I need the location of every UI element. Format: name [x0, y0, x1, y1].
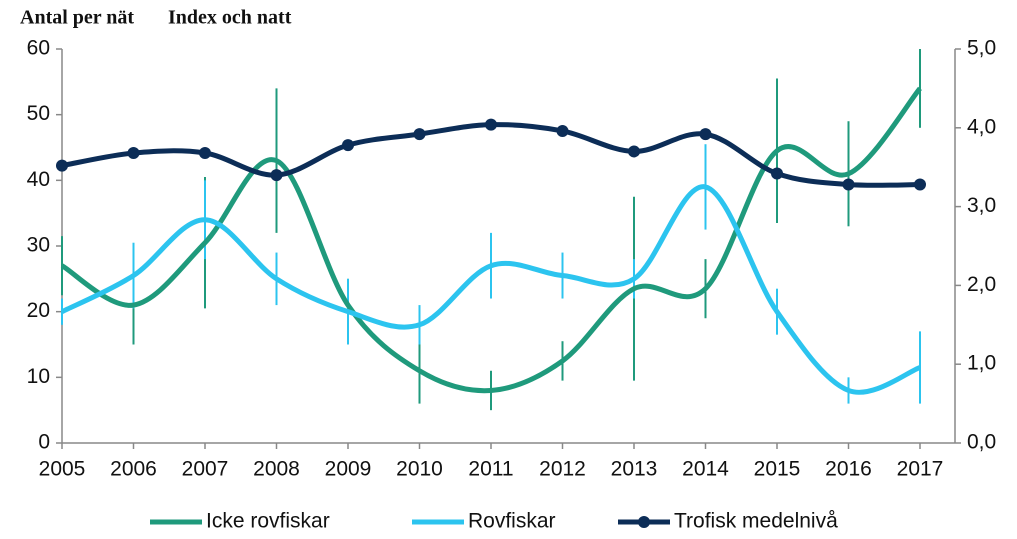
y2-tick-label: 4,0: [967, 115, 996, 138]
x-tick-label: 2013: [611, 458, 658, 481]
point: [485, 118, 497, 131]
y2-tick-label: 0,0: [967, 431, 996, 454]
x-tick-label: 2012: [539, 458, 586, 481]
series-line: [60, 86, 922, 394]
y2-axis-title: Index och natt: [168, 7, 292, 29]
y2-tick-label: 5,0: [967, 37, 996, 60]
point: [127, 147, 140, 160]
y2-tick-label: 3,0: [967, 194, 996, 217]
point: [413, 128, 426, 141]
legend-label: Rovfiskar: [468, 510, 556, 533]
x-tick-label: 2017: [897, 458, 944, 481]
legend-label: Icke rovfiskar: [206, 510, 330, 533]
series-line: [60, 184, 921, 395]
point: [270, 169, 283, 182]
point: [342, 139, 354, 152]
x-tick-label: 2014: [682, 458, 729, 481]
point: [699, 128, 712, 141]
point: [556, 124, 569, 137]
x-tick-label: 2015: [754, 458, 801, 481]
y-tick-label: 10: [27, 365, 50, 388]
point: [628, 145, 640, 158]
y-tick-label: 30: [27, 234, 50, 257]
y2-tick-label: 2,0: [967, 273, 996, 296]
x-tick-label: 2008: [253, 458, 300, 481]
y-tick-label: 0: [38, 431, 50, 454]
x-tick-label: 2009: [325, 458, 372, 481]
x-tick-label: 2007: [182, 458, 229, 481]
y-tick-label: 20: [27, 299, 50, 322]
point: [199, 147, 211, 160]
point: [771, 167, 783, 180]
y-axis-title: Antal per nät: [20, 7, 134, 29]
y-tick-label: 60: [27, 37, 50, 60]
series-line: [61, 122, 921, 188]
x-tick-label: 2005: [39, 458, 86, 481]
x-tick-label: 2016: [825, 458, 872, 481]
point: [56, 159, 68, 172]
y2-tick-label: 1,0: [967, 352, 996, 375]
legend-marker: [638, 516, 650, 528]
y-tick-label: 50: [27, 102, 50, 125]
legend-label: Trofisk medelnivå: [674, 510, 838, 533]
x-tick-label: 2010: [396, 458, 443, 481]
point: [914, 178, 926, 191]
point: [842, 178, 855, 191]
y-tick-label: 40: [27, 168, 50, 191]
x-tick-label: 2011: [468, 458, 513, 481]
x-tick-label: 2006: [110, 458, 157, 481]
